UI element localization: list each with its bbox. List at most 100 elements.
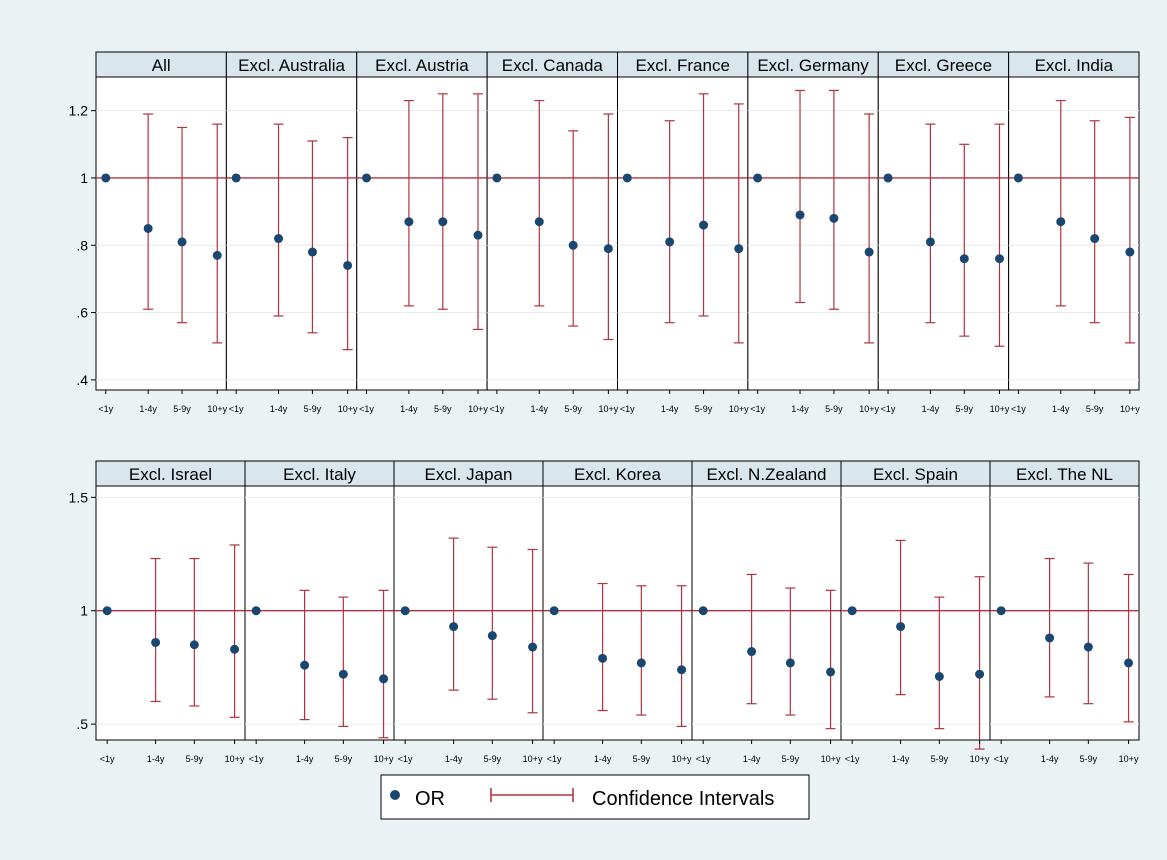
confidence-interval	[568, 130, 579, 327]
x-tick-label: <1y	[994, 754, 1009, 764]
y-tick-label: 1	[80, 170, 88, 186]
panel-plot-area	[542, 485, 693, 741]
x-tick-label: 1-4y	[892, 754, 910, 764]
or-point	[338, 669, 348, 679]
confidence-interval	[307, 140, 318, 334]
x-tick-label: 5-9y	[173, 404, 191, 414]
x-tick-label: <1y	[845, 754, 860, 764]
or-point	[864, 247, 874, 257]
or-point	[1125, 247, 1135, 257]
x-tick-label: 1-4y	[1041, 754, 1059, 764]
x-tick-label: 10+y	[468, 404, 488, 414]
or-point	[549, 606, 559, 616]
x-tick-label: 10+y	[523, 754, 543, 764]
panel-plot-area	[244, 485, 395, 741]
panel-title: All	[152, 56, 171, 75]
legend-or-marker-icon	[390, 790, 400, 800]
or-point	[230, 644, 240, 654]
or-point	[274, 234, 284, 244]
panel-title-strip	[989, 460, 1140, 487]
panel-plot-area	[486, 76, 618, 391]
or-point	[1013, 173, 1023, 183]
panel-plot-area	[989, 485, 1140, 741]
or-point	[975, 669, 985, 679]
or-point	[1045, 633, 1055, 643]
panel: Excl. Israel <1y 1-4y 5-9y 10+y	[95, 460, 246, 764]
or-point	[753, 173, 763, 183]
confidence-interval	[1089, 120, 1100, 324]
x-tick-label: 5-9y	[931, 754, 949, 764]
or-point	[487, 631, 497, 641]
x-tick-label: 5-9y	[335, 754, 353, 764]
confidence-interval	[959, 143, 970, 337]
or-point	[101, 173, 111, 183]
x-tick-label: <1y	[359, 404, 374, 414]
x-tick-label: 10+y	[338, 404, 358, 414]
or-point	[925, 237, 935, 247]
confidence-interval	[527, 548, 538, 714]
or-point	[747, 647, 757, 657]
or-point	[996, 606, 1006, 616]
confidence-interval	[143, 113, 154, 310]
panel-plot-area	[95, 485, 246, 741]
panel-title: Excl. Australia	[238, 56, 345, 75]
panel-plot-area	[356, 76, 488, 391]
panel: Excl. Korea <1y 1-4y 5-9y 10+y	[542, 460, 693, 764]
panel-title-strip	[1008, 51, 1140, 78]
confidence-interval	[746, 573, 757, 705]
or-point	[151, 637, 161, 647]
x-tick-label: 5-9y	[1086, 404, 1104, 414]
confidence-interval	[698, 93, 709, 317]
confidence-interval	[733, 103, 744, 344]
panel: Excl. Austria <1y 1-4y 5-9y 10+y	[356, 51, 488, 414]
confidence-interval	[974, 576, 985, 750]
confidence-interval	[150, 557, 161, 703]
x-tick-label: 10+y	[207, 404, 227, 414]
confidence-interval	[338, 596, 349, 727]
x-tick-label: 5-9y	[782, 754, 800, 764]
or-point	[1056, 217, 1066, 227]
confidence-interval	[299, 589, 310, 721]
or-point	[379, 674, 389, 684]
x-tick-label: <1y	[249, 754, 264, 764]
x-tick-label: <1y	[547, 754, 562, 764]
or-point	[622, 173, 632, 183]
x-tick-label: 1-4y	[445, 754, 463, 764]
panel: Excl. Canada <1y 1-4y 5-9y 10+y	[486, 51, 619, 414]
confidence-interval	[864, 113, 875, 344]
x-tick-label: 10+y	[1120, 404, 1140, 414]
x-tick-label: 10+y	[374, 754, 394, 764]
x-tick-label: 10+y	[1119, 754, 1139, 764]
y-tick-label: 1.2	[69, 103, 89, 119]
or-point	[677, 665, 687, 675]
x-tick-label: 10+y	[990, 404, 1010, 414]
panel-title-strip	[486, 51, 618, 78]
x-tick-label: <1y	[620, 404, 635, 414]
panel: Excl. Germany <1y 1-4y 5-9y 10+y	[747, 51, 879, 414]
x-tick-label: 1-4y	[791, 404, 809, 414]
legend-ci-marker-icon	[490, 788, 574, 802]
y-tick-label: 1	[80, 603, 88, 619]
panel-title: Excl. N.Zealand	[707, 465, 827, 484]
confidence-interval	[229, 544, 240, 718]
or-point	[492, 173, 502, 183]
panel-title: Excl. Greece	[895, 56, 992, 75]
panel-plot-area	[691, 485, 842, 741]
panel-title-strip	[356, 51, 488, 78]
panel: Excl. India <1y 1-4y 5-9y 10+y	[1008, 51, 1140, 414]
x-tick-label: 5-9y	[695, 404, 713, 414]
panel-title: Excl. The NL	[1016, 465, 1113, 484]
panel-title-strip	[877, 51, 1010, 78]
panel: Excl. Japan <1y 1-4y 5-9y 10+y	[393, 460, 544, 764]
panel-plot-area	[225, 76, 358, 391]
x-tick-label: 1-4y	[531, 404, 549, 414]
or-point	[143, 223, 153, 233]
x-tick-label: 10+y	[821, 754, 841, 764]
x-tick-label: 1-4y	[147, 754, 165, 764]
panel-title: Excl. Israel	[129, 465, 212, 484]
x-tick-label: 10+y	[225, 754, 245, 764]
x-tick-label: <1y	[881, 404, 896, 414]
or-point	[847, 606, 857, 616]
or-point	[473, 230, 483, 240]
panel-title-strip	[225, 51, 358, 78]
